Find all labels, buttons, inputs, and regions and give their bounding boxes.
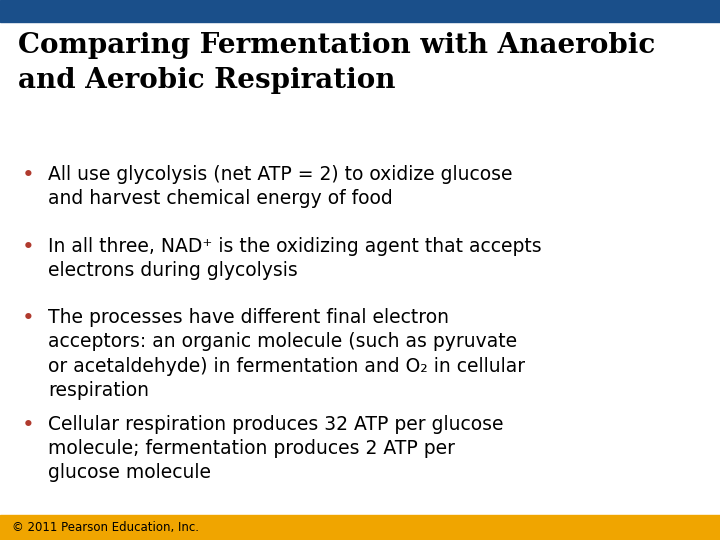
Text: © 2011 Pearson Education, Inc.: © 2011 Pearson Education, Inc. [12, 521, 199, 534]
Text: All use glycolysis (net ATP = 2) to oxidize glucose
and harvest chemical energy : All use glycolysis (net ATP = 2) to oxid… [48, 165, 513, 208]
Bar [0, 0, 720, 22]
Text: Cellular respiration produces 32 ATP per glucose
molecule; fermentation produces: Cellular respiration produces 32 ATP per… [48, 415, 503, 483]
Text: •: • [22, 237, 35, 257]
Bar [0, 515, 720, 540]
Text: In all three, NAD⁺ is the oxidizing agent that accepts
electrons during glycolys: In all three, NAD⁺ is the oxidizing agen… [48, 237, 541, 280]
Text: The processes have different final electron
acceptors: an organic molecule (such: The processes have different final elect… [48, 308, 525, 400]
Text: •: • [22, 165, 35, 185]
Text: •: • [22, 308, 35, 328]
Text: Comparing Fermentation with Anaerobic
and Aerobic Respiration: Comparing Fermentation with Anaerobic an… [18, 32, 655, 94]
Text: •: • [22, 415, 35, 435]
